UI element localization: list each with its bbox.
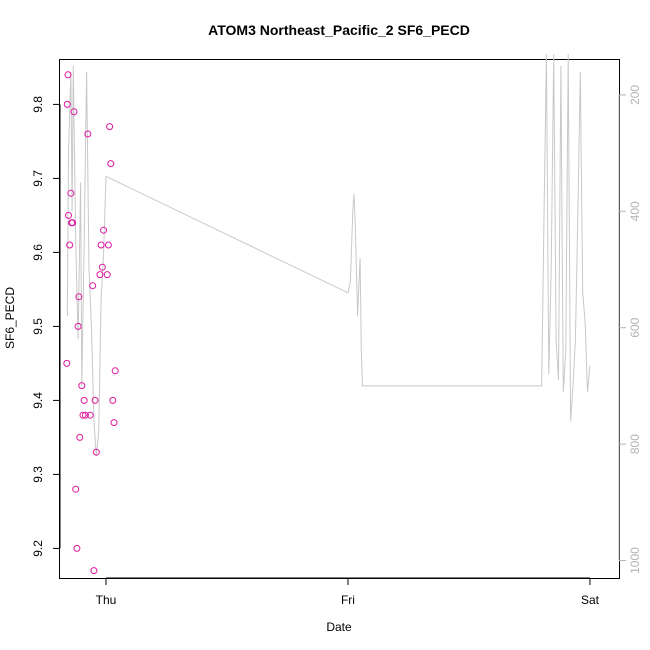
data-point (78, 382, 86, 390)
data-point (90, 567, 98, 575)
y2-tick-label: 1000 (628, 547, 642, 574)
data-point (100, 226, 108, 234)
y-tick-label: 9.2 (31, 540, 45, 557)
data-point (76, 433, 84, 441)
data-point (84, 130, 92, 138)
data-point (69, 219, 77, 227)
data-point (75, 293, 83, 301)
data-point (86, 411, 94, 419)
y2-axis: 200 400 600 800 1000 (618, 85, 642, 574)
data-point (66, 241, 74, 249)
secondary-line-layer (66, 54, 591, 456)
x-tick-label: Thu (96, 593, 117, 607)
plot-area-frame (59, 59, 620, 579)
data-point (107, 160, 115, 168)
data-point (92, 448, 100, 456)
data-point (79, 411, 87, 419)
data-point (80, 396, 88, 404)
data-point (106, 123, 114, 131)
data-point (96, 271, 104, 279)
data-point (65, 211, 72, 219)
data-point (110, 419, 118, 427)
data-point (63, 100, 71, 108)
y-axis: 9.2 9.3 9.4 9.5 9.6 9.7 9.8 (31, 96, 61, 557)
data-point (98, 263, 106, 271)
y-tick-label: 9.5 (31, 318, 45, 335)
data-point (103, 271, 111, 279)
chart-title: ATOM3 Northeast_Pacific_2 SF6_PECD (208, 22, 470, 38)
y-tick-label: 9.8 (31, 96, 45, 113)
x-axis-label: Date (326, 620, 352, 634)
data-point (70, 108, 78, 116)
y2-tick-label: 800 (628, 434, 642, 454)
x-tick-label: Sat (581, 593, 600, 607)
data-point (81, 411, 89, 419)
x-tick-label: Fri (341, 593, 355, 607)
data-point (109, 396, 117, 404)
y-tick-label: 9.3 (31, 466, 45, 483)
data-point (72, 485, 80, 493)
data-point (63, 359, 71, 367)
y2-tick-label: 200 (628, 85, 642, 105)
y-axis-label: SF6_PECD (3, 287, 17, 349)
data-point (67, 189, 75, 197)
data-point (104, 241, 112, 249)
data-point (97, 241, 105, 249)
data-point (73, 544, 81, 552)
secondary-series-line (66, 54, 591, 456)
y-tick-label: 9.7 (31, 170, 45, 187)
data-point (91, 396, 99, 404)
y2-tick-label: 400 (628, 201, 642, 221)
data-point (74, 322, 82, 330)
x-axis: Thu Fri Sat (96, 577, 600, 607)
data-point (64, 71, 72, 79)
data-point (89, 282, 97, 290)
y-tick-label: 9.4 (31, 392, 45, 409)
y2-tick-label: 600 (628, 317, 642, 337)
y-tick-label: 9.6 (31, 244, 45, 261)
data-point (111, 367, 119, 375)
points-layer (63, 71, 119, 575)
